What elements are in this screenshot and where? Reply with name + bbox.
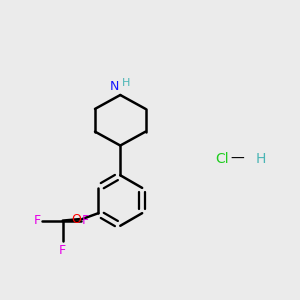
Text: —: — <box>231 152 244 166</box>
Text: Cl: Cl <box>215 152 229 166</box>
Text: F: F <box>59 244 66 257</box>
Text: H: H <box>122 79 130 88</box>
Text: F: F <box>33 214 40 227</box>
Text: O: O <box>71 213 81 226</box>
Text: F: F <box>82 214 89 227</box>
Text: N: N <box>110 80 119 93</box>
Text: H: H <box>256 152 266 166</box>
